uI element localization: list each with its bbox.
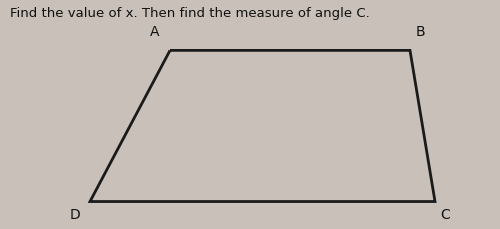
Text: Find the value of x. Then find the measure of angle C.: Find the value of x. Then find the measu… bbox=[10, 7, 370, 20]
Text: B: B bbox=[415, 25, 425, 39]
Text: C: C bbox=[440, 208, 450, 222]
Text: D: D bbox=[70, 208, 80, 222]
Text: A: A bbox=[150, 25, 160, 39]
